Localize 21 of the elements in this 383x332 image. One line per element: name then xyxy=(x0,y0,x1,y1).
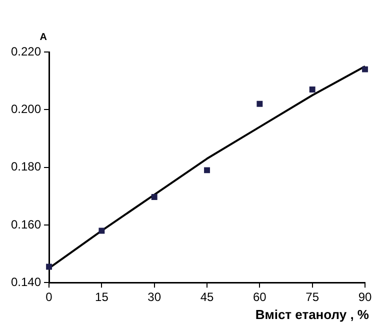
y-tick-label: 0.180 xyxy=(11,160,42,174)
point xyxy=(309,86,316,92)
point xyxy=(362,66,368,72)
point xyxy=(204,167,210,174)
x-axis-title: Вміст етанолу , % xyxy=(255,307,370,322)
point xyxy=(151,194,158,200)
y-tick-label: 0.220 xyxy=(11,44,42,58)
point xyxy=(98,228,105,234)
point xyxy=(256,100,263,107)
y-tick-label: 0.140 xyxy=(11,274,42,289)
point xyxy=(46,264,52,270)
y-tick-label: 0.160 xyxy=(11,217,42,232)
y-axis-title: A xyxy=(40,32,48,43)
x-tick-label: 90 xyxy=(358,290,372,304)
x-tick-label: 75 xyxy=(306,290,320,304)
x-tick-label: 30 xyxy=(148,290,162,304)
x-tick-label: 60 xyxy=(252,290,267,304)
x-tick-label: 45 xyxy=(200,290,214,304)
x-tick-label: 0 xyxy=(46,290,53,304)
x-tick-label: 15 xyxy=(95,290,109,304)
y-tick-label: 0.200 xyxy=(11,102,42,116)
